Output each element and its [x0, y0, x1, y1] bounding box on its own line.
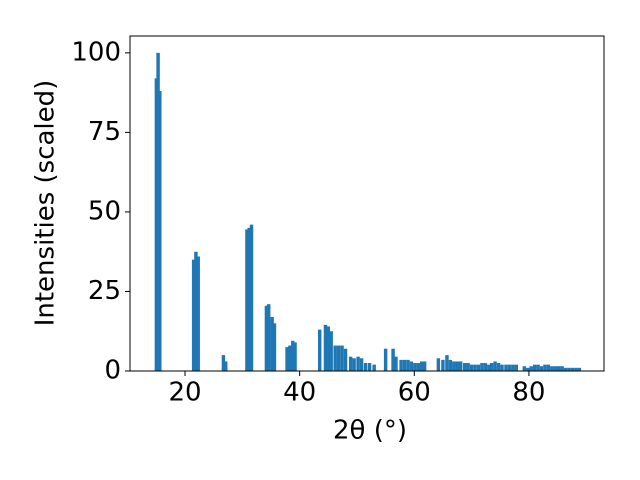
- bar: [463, 363, 467, 371]
- bar: [422, 361, 427, 371]
- bar: [264, 305, 269, 371]
- bar: [340, 345, 344, 371]
- bar: [372, 364, 376, 371]
- bar: [483, 363, 488, 371]
- bar: [270, 316, 274, 371]
- bar: [399, 359, 403, 371]
- bar: [557, 366, 561, 371]
- bar: [441, 359, 445, 371]
- bar: [550, 366, 554, 371]
- bar: [458, 361, 463, 371]
- bar: [473, 364, 477, 371]
- bar: [567, 367, 571, 371]
- y-tick-label: 0: [104, 356, 121, 386]
- bar: [158, 91, 162, 371]
- y-tick-label: 100: [71, 37, 121, 67]
- bar: [191, 259, 196, 371]
- bar: [352, 358, 356, 371]
- bar: [326, 326, 331, 371]
- bar: [391, 348, 395, 371]
- bar: [406, 359, 410, 371]
- bar: [223, 361, 228, 371]
- bar: [194, 251, 198, 371]
- y-tick-label: 50: [88, 196, 121, 226]
- bar: [367, 363, 372, 371]
- bar: [343, 348, 348, 371]
- bar: [476, 364, 481, 371]
- bar: [293, 342, 297, 371]
- bar: [522, 366, 527, 371]
- bar: [493, 361, 497, 371]
- bar: [452, 361, 456, 371]
- bar: [317, 329, 322, 371]
- bar: [577, 367, 582, 371]
- bar: [455, 361, 459, 371]
- bar: [466, 363, 470, 371]
- bar: [529, 366, 533, 371]
- bar: [514, 364, 519, 371]
- bar: [249, 224, 254, 371]
- bar: [448, 359, 453, 371]
- x-tick-label: 20: [168, 378, 201, 408]
- bar: [416, 363, 421, 371]
- bar: [546, 364, 551, 371]
- bar: [245, 229, 249, 371]
- bar: [526, 367, 530, 371]
- bar: [323, 324, 328, 371]
- bar: [247, 227, 251, 371]
- bar: [196, 256, 200, 371]
- bar: [511, 364, 515, 371]
- bar: [489, 363, 494, 371]
- bar: [543, 364, 547, 371]
- bar: [394, 356, 398, 371]
- bar: [487, 364, 491, 371]
- bar: [221, 355, 226, 371]
- bar: [348, 356, 353, 371]
- bar: [291, 340, 295, 371]
- bar: [469, 364, 474, 371]
- bar: [272, 323, 277, 371]
- bar: [333, 345, 337, 371]
- bar: [363, 363, 368, 371]
- bar: [563, 367, 568, 371]
- bar: [500, 364, 504, 371]
- x-tick-label: 60: [398, 378, 431, 408]
- bar: [445, 355, 449, 371]
- bar: [496, 363, 501, 371]
- bar: [574, 367, 578, 371]
- bar: [560, 366, 564, 371]
- bar: [402, 359, 407, 371]
- bar: [336, 345, 341, 371]
- bar: [436, 358, 441, 371]
- bar: [536, 364, 540, 371]
- x-axis-label: 2θ (°): [333, 416, 407, 446]
- y-tick-label: 25: [88, 276, 121, 306]
- bar: [288, 345, 292, 371]
- bar: [504, 364, 508, 371]
- x-tick-label: 80: [512, 378, 545, 408]
- bar: [409, 361, 414, 371]
- bar: [329, 331, 333, 371]
- bar: [266, 304, 271, 371]
- bar: [383, 348, 388, 371]
- bar: [553, 366, 558, 371]
- bar: [413, 363, 417, 371]
- y-axis-label: Intensities (scaled): [31, 80, 61, 327]
- bar: [356, 356, 360, 371]
- bar: [285, 347, 289, 371]
- y-tick-label: 75: [88, 117, 121, 147]
- bar: [480, 363, 484, 371]
- bar: [570, 367, 575, 371]
- bar: [359, 358, 364, 371]
- bar: [532, 364, 537, 371]
- bar: [539, 366, 544, 371]
- plot-frame: [129, 35, 605, 372]
- bar: [420, 361, 424, 371]
- bar: [507, 364, 512, 371]
- x-tick-label: 40: [283, 378, 316, 408]
